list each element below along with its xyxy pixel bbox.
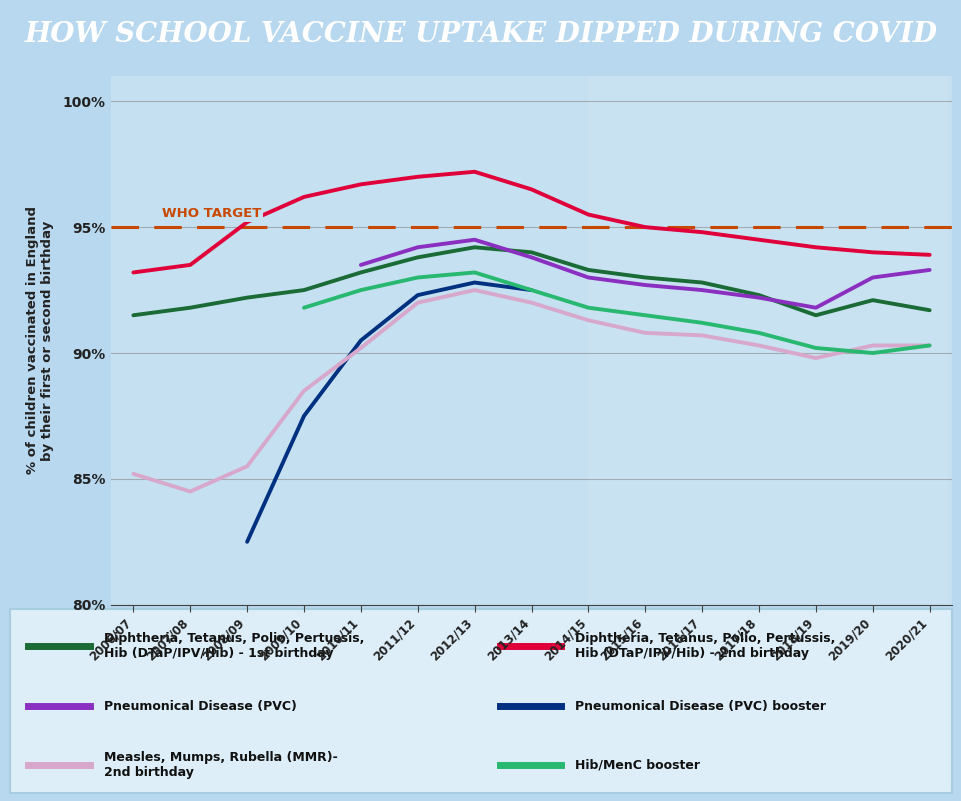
Point — [494, 641, 505, 650]
Text: WHO TARGET: WHO TARGET — [161, 207, 261, 220]
Text: Pneumonical Disease (PVC): Pneumonical Disease (PVC) — [104, 700, 296, 713]
Point — [84, 702, 95, 711]
Text: Pneumonical Disease (PVC) booster: Pneumonical Disease (PVC) booster — [575, 700, 825, 713]
Text: HOW SCHOOL VACCINE UPTAKE DIPPED DURING COVID: HOW SCHOOL VACCINE UPTAKE DIPPED DURING … — [24, 21, 937, 47]
Point — [23, 702, 35, 711]
Text: Diphtheria, Tetanus, Polio, Pertussis,
Hib (DTaP/IPV/Hib) - 2nd birthday: Diphtheria, Tetanus, Polio, Pertussis, H… — [575, 632, 835, 659]
Text: Measles, Mumps, Rubella (MMR)-
2nd birthday: Measles, Mumps, Rubella (MMR)- 2nd birth… — [104, 751, 337, 779]
Text: Diphtheria, Tetanus, Polio, Pertussis,
Hib (DTaP/IPV/Hib) - 1st birthday: Diphtheria, Tetanus, Polio, Pertussis, H… — [104, 632, 364, 659]
Bar — [588, 76, 946, 605]
Point — [494, 702, 505, 711]
Point — [23, 641, 35, 650]
Point — [84, 641, 95, 650]
Point — [554, 761, 566, 771]
FancyBboxPatch shape — [10, 609, 951, 793]
Point — [554, 641, 566, 650]
Point — [554, 702, 566, 711]
Point — [23, 761, 35, 771]
Point — [494, 761, 505, 771]
Text: Hib/MenC booster: Hib/MenC booster — [575, 759, 700, 772]
Point — [84, 761, 95, 771]
Y-axis label: % of children vaccinated in England
by their first or second birthday: % of children vaccinated in England by t… — [26, 207, 55, 474]
